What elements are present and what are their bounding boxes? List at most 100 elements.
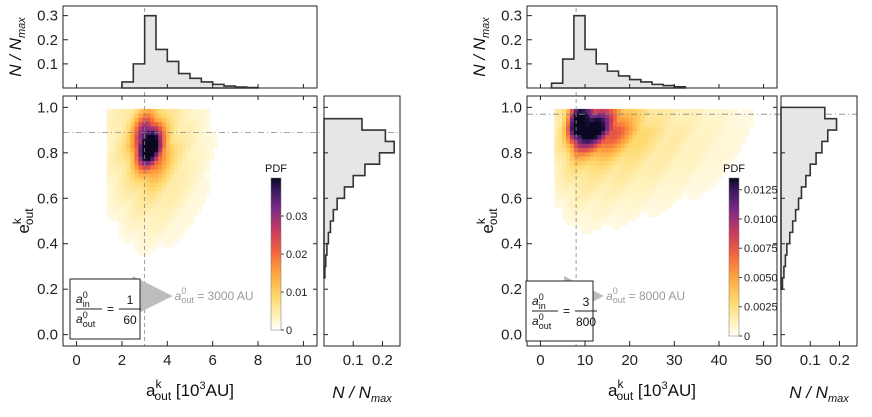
heatmap-cell [612, 177, 618, 183]
heatmap-cell [569, 173, 575, 179]
heatmap-cell [110, 134, 115, 140]
heatmap-cell [628, 169, 633, 174]
colorbar-title: PDF [723, 163, 745, 175]
heatmap-cell [640, 126, 645, 131]
top-hist-y-tick-label: 0.3 [501, 8, 522, 25]
heatmap-cell [562, 208, 567, 213]
heatmap-cell [593, 130, 598, 136]
heatmap-cell [158, 208, 163, 213]
heatmap-cell [122, 139, 127, 144]
heatmap-cell [142, 199, 147, 205]
heatmap-cell [166, 216, 171, 222]
x-axis-label-units: [10 [171, 381, 199, 400]
heatmap-cell [734, 139, 739, 144]
heatmap-cell [671, 190, 676, 196]
heatmap-cell [562, 117, 567, 123]
heatmap-cell [663, 156, 668, 161]
heatmap-cell [655, 173, 661, 179]
heatmap-cell [562, 147, 567, 153]
heatmap-cell [581, 186, 586, 192]
x-axis-label-base: a [608, 381, 618, 400]
heatmap-cell [679, 152, 684, 157]
heatmap-cell [710, 152, 715, 157]
heatmap-cell [691, 134, 696, 140]
heatmap-cell [193, 199, 199, 205]
heatmap-cell [694, 143, 700, 149]
heatmap-cell [612, 160, 618, 166]
heatmap-cell [114, 216, 119, 222]
heatmap-cell [616, 212, 622, 217]
top-hist-ylabel-group: N / Nmax [6, 17, 28, 77]
heatmap-cell [126, 156, 131, 161]
heatmap-cell [569, 113, 575, 118]
heatmap-cell [581, 173, 586, 179]
heatmap-cell [585, 190, 590, 196]
heatmap-cell [734, 113, 739, 118]
heatmap-cell [138, 177, 143, 183]
heatmap-cell [126, 173, 131, 179]
heatmap-cell [138, 221, 143, 226]
heatmap-cell [110, 143, 115, 149]
heatmap-cell [554, 139, 559, 144]
heatmap-cell [174, 126, 179, 131]
heatmap-cell [150, 134, 155, 140]
heatmap-cell [154, 216, 159, 222]
heatmap-cell [612, 126, 618, 131]
heatmap-cell [718, 169, 723, 174]
heatmap-cell [636, 139, 641, 144]
heatmap-cell [154, 221, 159, 226]
heatmap-cell [193, 177, 199, 183]
heatmap-cell [110, 186, 115, 192]
x-tick-label: 8 [254, 352, 262, 369]
heatmap-cell [197, 108, 203, 114]
heatmap-cell [581, 117, 586, 123]
heatmap-cell [632, 182, 637, 187]
heatmap-cell [628, 152, 633, 157]
heatmap-cell [110, 212, 115, 217]
heatmap-cell [702, 186, 707, 192]
heatmap-cell [694, 139, 700, 144]
heatmap-cell [683, 126, 688, 131]
heatmap-cell [741, 121, 747, 127]
heatmap-cell [138, 238, 143, 243]
heatmap-cell [691, 195, 696, 200]
heatmap-cell [726, 147, 731, 153]
heatmap-cell [106, 117, 111, 123]
heatmap-cell [710, 182, 715, 187]
heatmap-cell [640, 113, 645, 118]
heatmap-cell [632, 199, 637, 205]
heatmap-cell [671, 156, 676, 161]
heatmap-cell [190, 199, 195, 205]
heatmap-cell [640, 130, 645, 136]
heatmap-cell [174, 212, 179, 217]
annotation-label-sub: out [181, 295, 194, 305]
heatmap-cell [593, 117, 598, 123]
heatmap-cell [150, 246, 155, 252]
heatmap-cell [158, 229, 163, 235]
heatmap-cell [589, 169, 594, 174]
heatmap-cell [558, 173, 563, 179]
heatmap-cell [205, 152, 211, 157]
heatmap-cell [675, 190, 680, 196]
heatmap-cell [624, 108, 629, 114]
heatmap-cell [170, 121, 175, 127]
heatmap-cell [593, 203, 598, 209]
x-axis-label-units-end: AU] [206, 381, 234, 400]
heatmap-cell [126, 186, 131, 192]
heatmap-cell [702, 126, 707, 131]
heatmap-cell [749, 113, 754, 118]
heatmap-cell [636, 199, 641, 205]
top-hist-y-tick-label: 0.1 [501, 56, 522, 73]
heatmap-cell [609, 182, 614, 187]
heatmap-cell [554, 186, 559, 192]
heatmap-cell [170, 169, 175, 174]
heatmap-cell [730, 156, 735, 161]
heatmap-cell [118, 225, 123, 230]
heatmap-cell [620, 130, 625, 136]
heatmap-cell [694, 156, 700, 161]
heatmap-cell [150, 177, 155, 183]
heatmap-cell [698, 182, 704, 187]
heatmap-cell [182, 134, 187, 140]
heatmap-cell [178, 164, 183, 170]
heatmap-cell [663, 126, 668, 131]
